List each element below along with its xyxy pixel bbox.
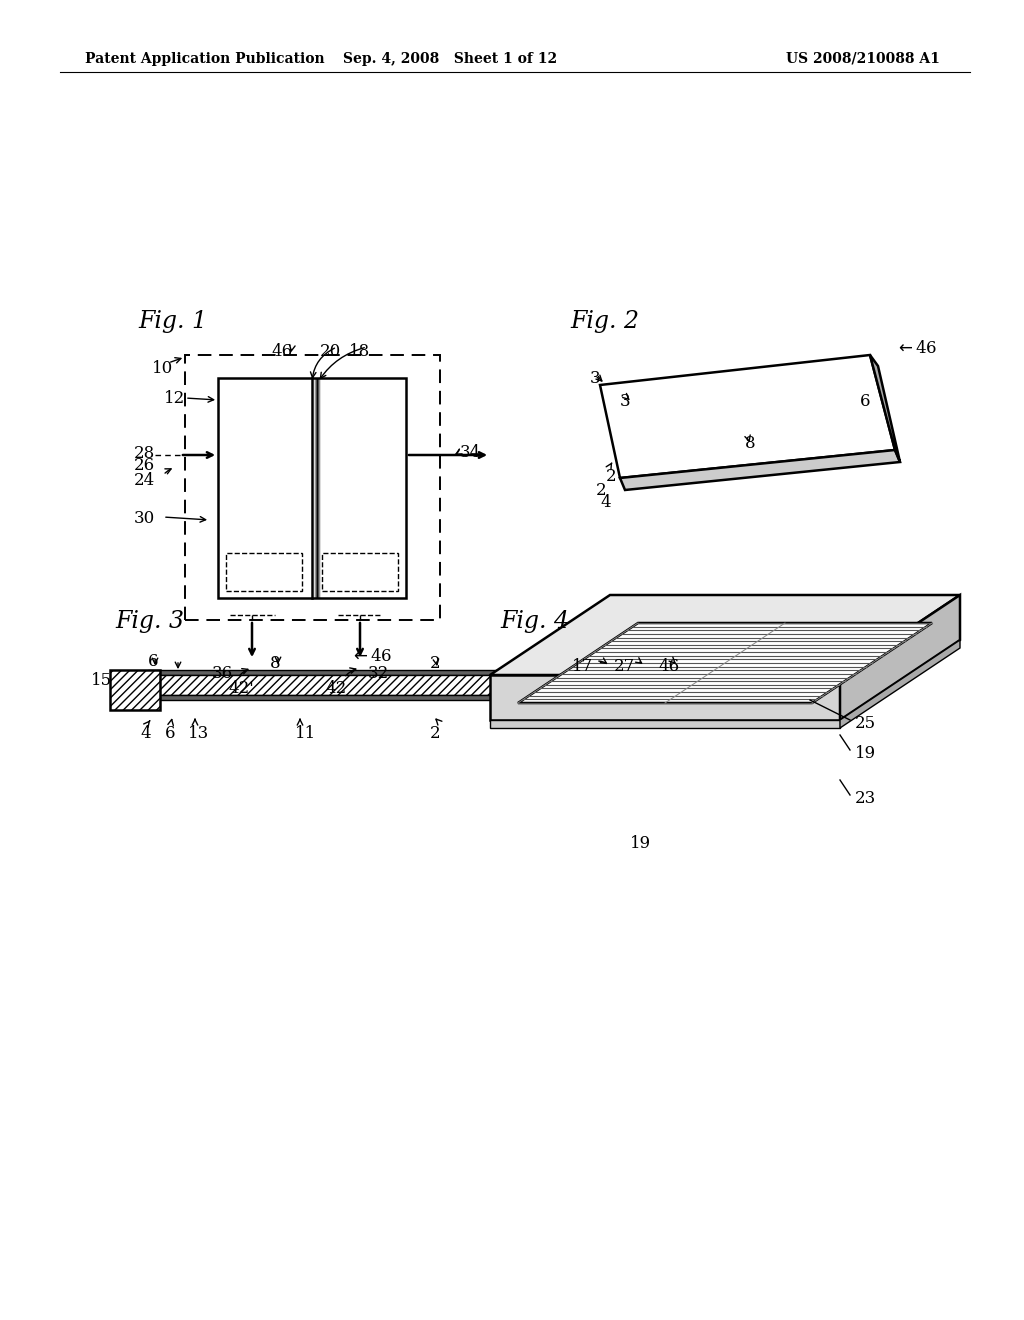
Text: 8: 8 bbox=[270, 655, 281, 672]
Text: 36: 36 bbox=[212, 665, 233, 682]
Text: Patent Application Publication: Patent Application Publication bbox=[85, 51, 325, 66]
Text: 6: 6 bbox=[860, 393, 870, 411]
Text: US 2008/210088 A1: US 2008/210088 A1 bbox=[786, 51, 940, 66]
Text: 2: 2 bbox=[430, 725, 440, 742]
Text: 46: 46 bbox=[658, 657, 680, 675]
Text: 20: 20 bbox=[319, 343, 341, 360]
Text: 34: 34 bbox=[460, 444, 481, 461]
Text: 32: 32 bbox=[368, 665, 389, 682]
Text: Sep. 4, 2008   Sheet 1 of 12: Sep. 4, 2008 Sheet 1 of 12 bbox=[343, 51, 557, 66]
Text: 3: 3 bbox=[620, 393, 631, 411]
Text: 6: 6 bbox=[165, 725, 175, 742]
Text: 2: 2 bbox=[596, 482, 606, 499]
Text: 23: 23 bbox=[855, 789, 877, 807]
Text: Fig. 4: Fig. 4 bbox=[500, 610, 569, 634]
Polygon shape bbox=[840, 640, 961, 729]
Text: 46: 46 bbox=[271, 343, 293, 360]
Text: 13: 13 bbox=[188, 725, 209, 742]
Polygon shape bbox=[490, 595, 961, 675]
Text: 2: 2 bbox=[606, 469, 616, 484]
Text: 11: 11 bbox=[295, 725, 316, 742]
Text: 19: 19 bbox=[855, 744, 877, 762]
Text: 28: 28 bbox=[134, 445, 155, 462]
Text: 30: 30 bbox=[134, 510, 155, 527]
Bar bbox=[148, 696, 508, 700]
Text: 27: 27 bbox=[613, 657, 635, 675]
Bar bbox=[148, 675, 508, 696]
Polygon shape bbox=[840, 595, 961, 719]
Text: 42: 42 bbox=[325, 680, 346, 697]
Polygon shape bbox=[490, 675, 840, 719]
Text: 4: 4 bbox=[140, 725, 151, 742]
Text: 17: 17 bbox=[571, 657, 593, 675]
Text: 26: 26 bbox=[134, 457, 155, 474]
Bar bbox=[110, 671, 160, 710]
Polygon shape bbox=[490, 719, 840, 729]
Text: 10: 10 bbox=[152, 360, 173, 378]
Text: 4: 4 bbox=[600, 494, 610, 511]
Text: 3: 3 bbox=[590, 370, 601, 387]
Text: 19: 19 bbox=[630, 836, 650, 851]
Text: 8: 8 bbox=[745, 436, 756, 451]
Text: 24: 24 bbox=[134, 473, 155, 488]
Text: Fig. 2: Fig. 2 bbox=[570, 310, 639, 333]
Bar bbox=[322, 553, 398, 591]
Text: 2: 2 bbox=[430, 655, 440, 672]
Polygon shape bbox=[620, 450, 900, 490]
Polygon shape bbox=[518, 623, 932, 704]
Text: 15: 15 bbox=[91, 672, 112, 689]
Bar bbox=[218, 378, 406, 598]
Text: Fig. 3: Fig. 3 bbox=[115, 610, 184, 634]
Polygon shape bbox=[870, 355, 900, 462]
Polygon shape bbox=[600, 355, 895, 478]
Text: 42': 42' bbox=[228, 680, 254, 697]
Text: 12: 12 bbox=[164, 389, 185, 407]
Text: 18: 18 bbox=[349, 343, 371, 360]
Bar bbox=[148, 671, 508, 675]
Text: 6: 6 bbox=[148, 653, 159, 671]
Text: $\leftarrow$46: $\leftarrow$46 bbox=[350, 648, 392, 665]
Bar bbox=[185, 355, 440, 620]
Bar bbox=[226, 553, 302, 591]
Text: Fig. 1: Fig. 1 bbox=[138, 310, 207, 333]
Text: 25: 25 bbox=[855, 715, 877, 733]
Text: $\leftarrow$46: $\leftarrow$46 bbox=[895, 341, 938, 356]
